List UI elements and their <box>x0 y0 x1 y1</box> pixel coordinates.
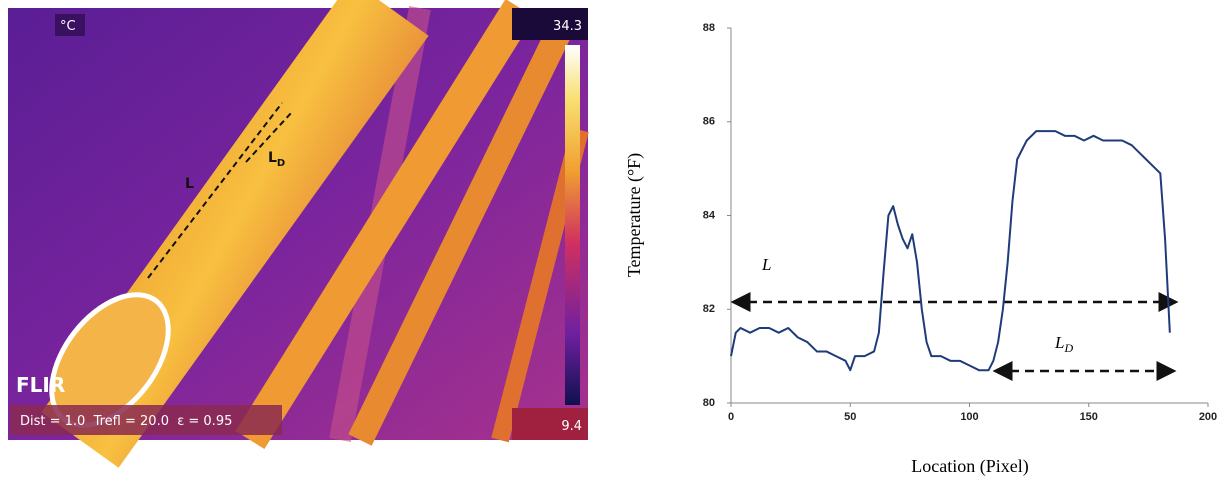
max-box <box>512 8 588 40</box>
settings-box <box>10 405 282 435</box>
scale-min: 9.4 <box>561 419 582 434</box>
unit: °C <box>60 19 76 34</box>
x-axis-label: Location (Pixel) <box>911 456 1028 477</box>
color-bar <box>565 45 580 405</box>
label: L <box>185 176 194 192</box>
x-tick-label: 100 <box>960 411 978 423</box>
pipe <box>348 24 572 446</box>
min-box <box>512 408 588 440</box>
label: LD <box>268 150 285 169</box>
brand: FLIR <box>16 373 65 397</box>
y-tick-label: 88 <box>703 22 715 34</box>
x-tick-label: 0 <box>728 411 734 423</box>
y-tick-label: 86 <box>703 116 715 128</box>
x-tick-label: 200 <box>1199 411 1217 423</box>
scale-max: 34.3 <box>553 19 582 34</box>
data-line <box>730 130 1171 372</box>
y-tick-label: 80 <box>703 397 715 409</box>
y-tick-label: 84 <box>703 209 716 221</box>
annotation: L <box>761 255 771 274</box>
y-tick-label: 82 <box>703 303 715 315</box>
settings: Dist = 1.0 Trefl = 20.0 ε = 0.95 <box>20 414 232 429</box>
thermal-image: L LD °C 34.3 9.4 FLIR Dist = 1.0 Trefl =… <box>8 0 589 468</box>
dashed-line <box>245 111 293 163</box>
label: L <box>268 150 277 166</box>
annotation: L <box>1054 333 1064 352</box>
x-tick-label: 150 <box>1080 411 1098 423</box>
chart: Temperature (°F) Location (Pixel) L LD 8… <box>624 22 1217 477</box>
y-axis-label: Temperature (°F) <box>624 153 645 277</box>
annotation: LD <box>1054 333 1073 355</box>
unit-box <box>55 14 85 36</box>
x-tick-label: 50 <box>844 411 856 423</box>
subscript: D <box>277 158 285 169</box>
dashed-line <box>147 102 283 279</box>
pipe <box>235 0 535 450</box>
subscript: D <box>1063 341 1073 355</box>
